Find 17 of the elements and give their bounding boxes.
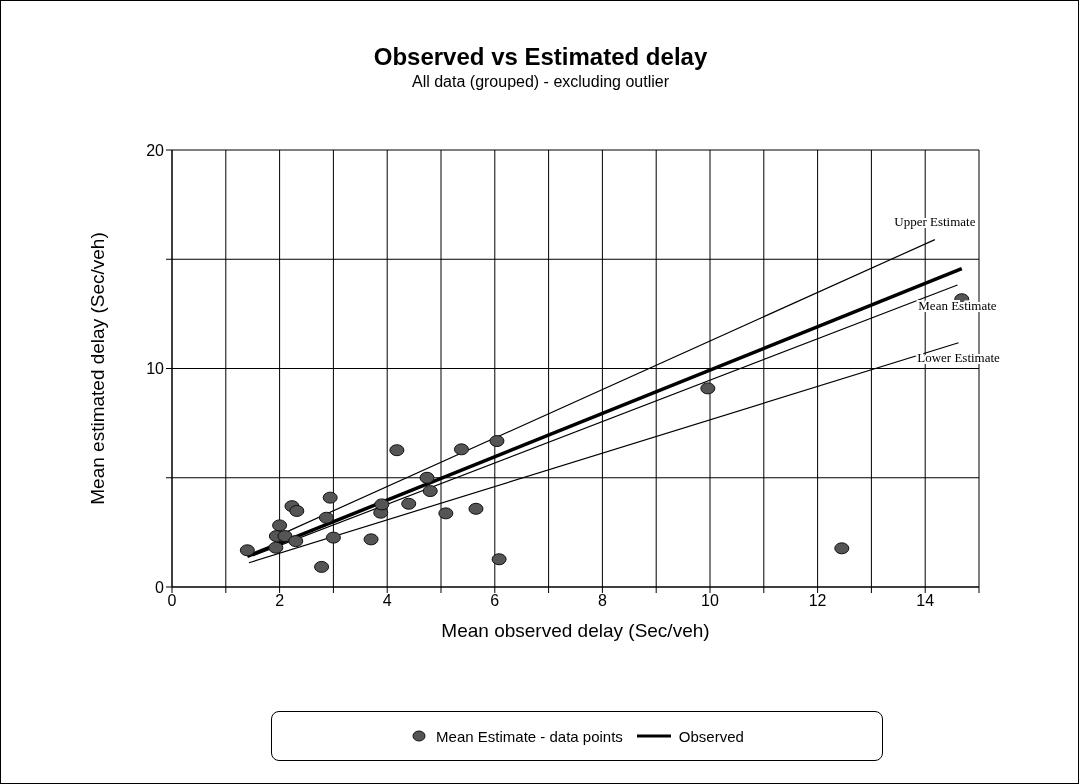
legend-label: Mean Estimate - data points [436, 727, 623, 745]
x-tick-label: 14 [916, 592, 935, 610]
x-tick-label: 6 [490, 592, 500, 610]
x-tick-label: 10 [701, 592, 719, 610]
y-tick-label: 20 [146, 141, 165, 159]
y-axis-title: Mean estimated delay (Sec/veh) [86, 232, 108, 505]
chart-subtitle: All data (grouped) - excluding outlier [411, 73, 670, 90]
x-tick-label: 4 [382, 592, 392, 610]
x-tick-label: 2 [275, 592, 285, 610]
x-axis-title: Mean observed delay (Sec/veh) [441, 620, 710, 641]
chart-title: Observed vs Estimated delay [373, 43, 708, 70]
x-tick-label: 12 [808, 592, 827, 610]
legend-label: Observed [678, 727, 744, 745]
y-tick-label: 0 [155, 578, 165, 596]
x-tick-label: 0 [167, 592, 177, 610]
x-tick-label: 8 [597, 592, 607, 610]
y-tick-label: 10 [146, 360, 165, 378]
